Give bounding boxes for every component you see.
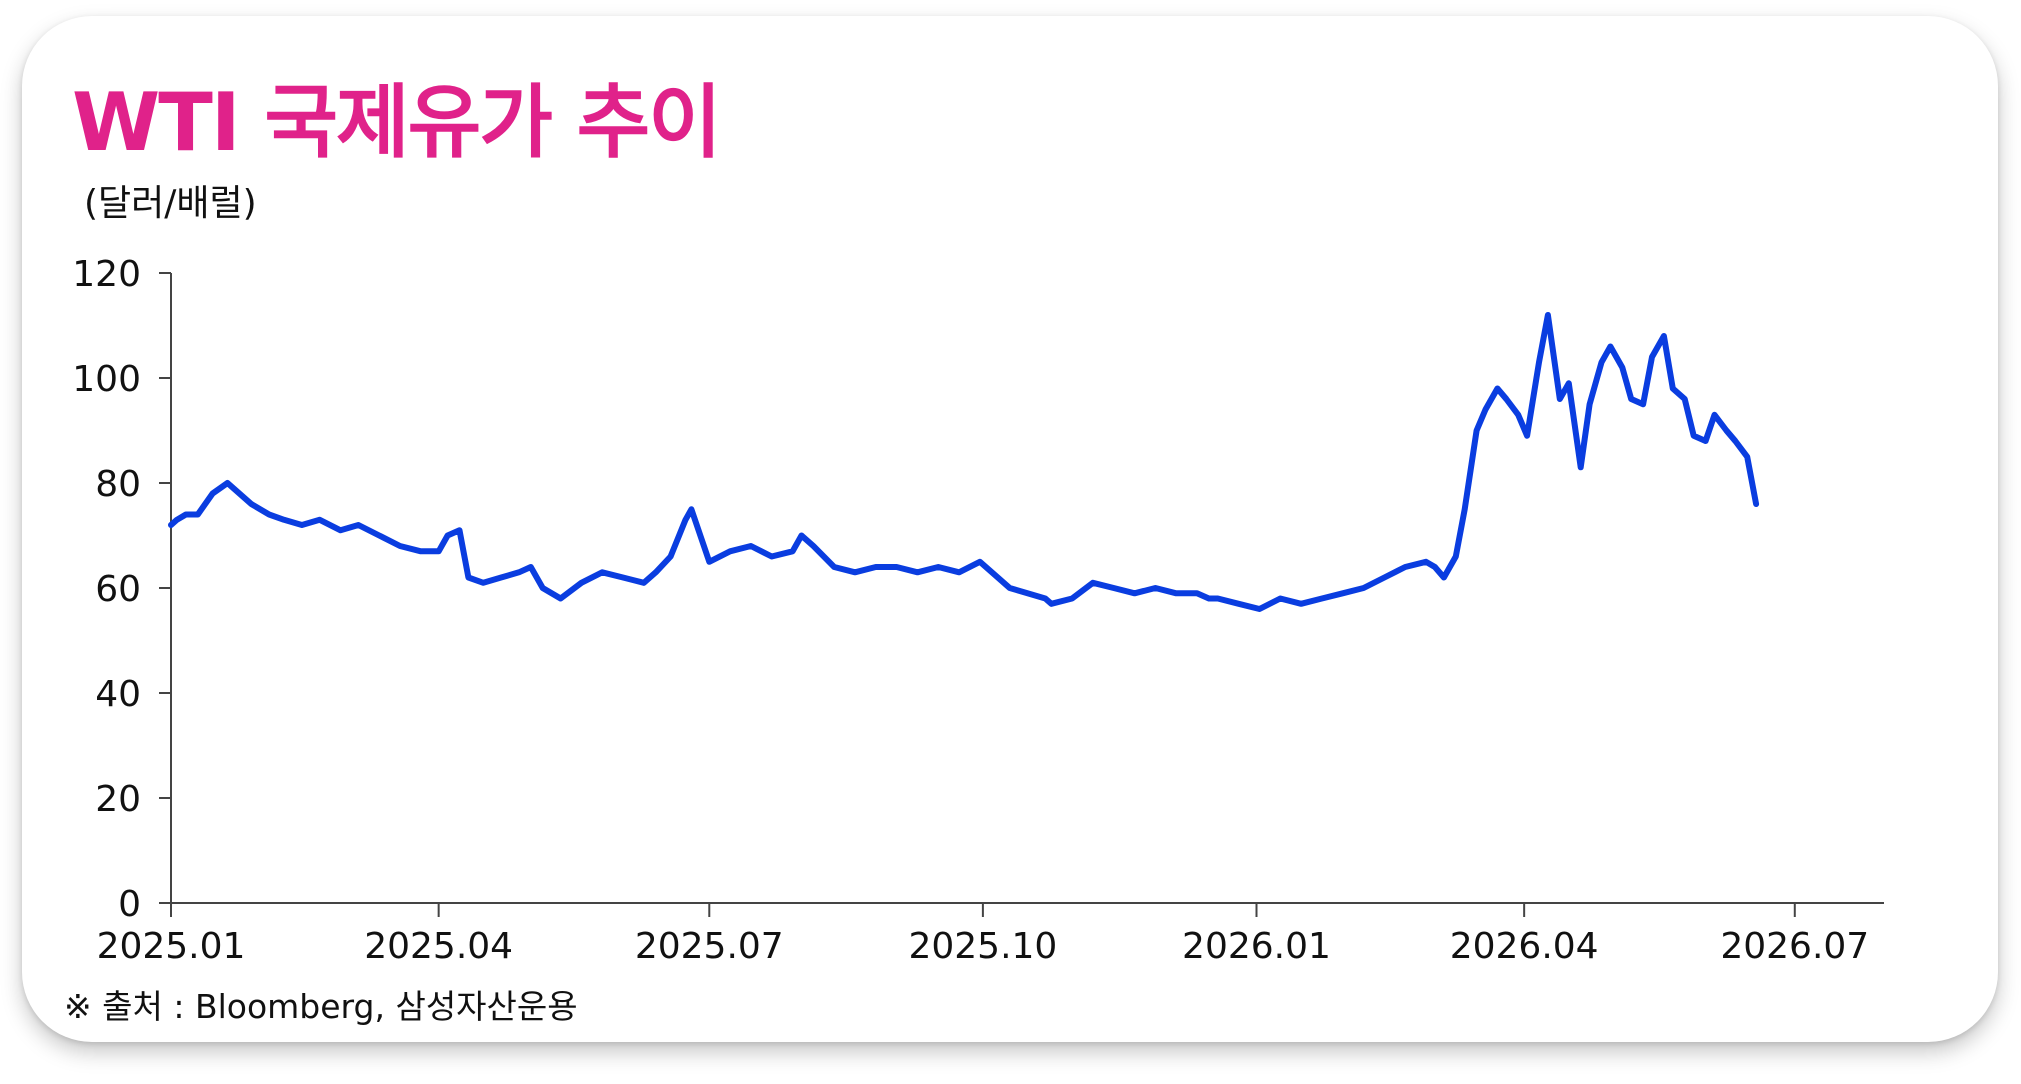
wti-price-line xyxy=(168,312,1760,612)
x-tick-label: 2026.01 xyxy=(1182,926,1331,967)
x-tick-label: 2025.01 xyxy=(97,926,246,967)
y-tick-label: 100 xyxy=(72,359,141,400)
chart-title: WTI 국제유가 추이 xyxy=(72,76,722,169)
y-tick-label: 60 xyxy=(95,569,141,610)
y-tick-label: 40 xyxy=(95,674,141,715)
y-tick-label: 0 xyxy=(118,884,141,925)
chart-axes xyxy=(170,273,1884,904)
x-tick-label: 2026.04 xyxy=(1450,926,1599,967)
y-tick-label: 80 xyxy=(95,464,141,505)
x-tick-label: 2025.07 xyxy=(635,926,784,967)
x-tick-label: 2025.10 xyxy=(908,926,1057,967)
y-tick-label: 20 xyxy=(95,779,141,820)
chart-series xyxy=(168,312,1760,612)
x-tick-label: 2025.04 xyxy=(364,926,513,967)
x-tick-label: 2026.07 xyxy=(1720,926,1869,967)
source-note: ※ 출처 : Bloomberg, 삼성자산운용 xyxy=(64,987,578,1026)
y-axis-unit-label: (달러/배럴) xyxy=(84,183,257,224)
y-tick-label: 120 xyxy=(72,254,141,295)
chart-ticks: 0 20 40 60 80 100 120 2025.01 2025.04 2025.07 2025… xyxy=(72,254,1869,967)
